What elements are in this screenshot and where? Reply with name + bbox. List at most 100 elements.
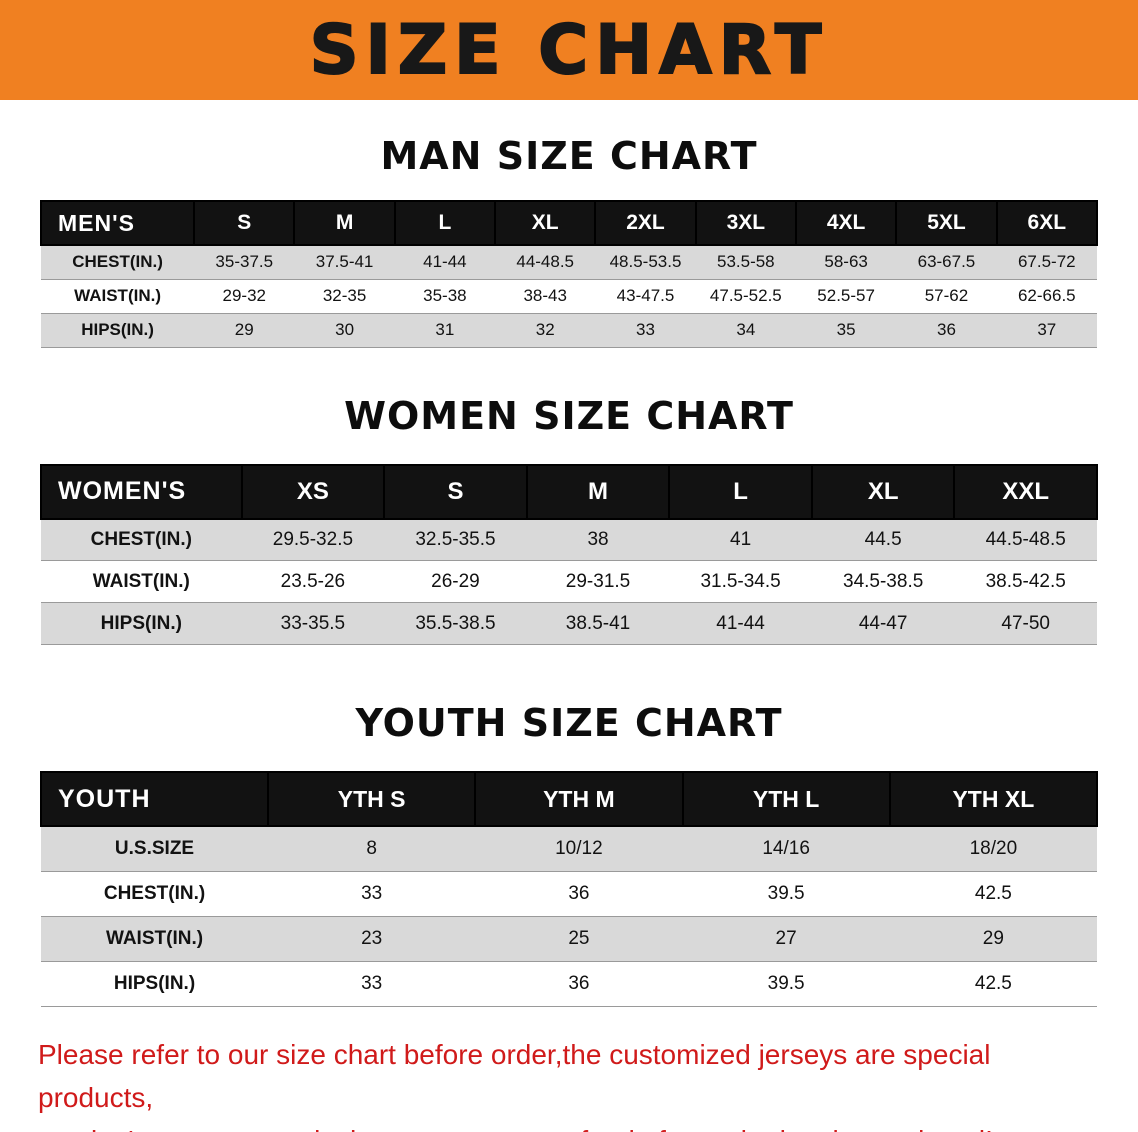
size-value-cell: 44.5-48.5 — [954, 518, 1097, 561]
table-row: WAIST(IN.) 23 25 27 29 — [41, 915, 1097, 962]
size-value-cell: 67.5-72 — [996, 244, 1097, 280]
size-value-cell: 29 — [889, 915, 1097, 962]
size-value-cell: 42.5 — [889, 960, 1097, 1007]
size-column-header: S — [383, 463, 528, 520]
table-row: CHEST(IN.) 29.5-32.5 32.5-35.5 38 41 44.5 44.5… — [41, 518, 1097, 561]
table-corner-label: WOMEN'S — [40, 463, 243, 520]
disclaimer: Please refer to our size chart before or… — [38, 1033, 1108, 1132]
size-value-cell: 32 — [495, 312, 596, 348]
size-value-cell: 29-32 — [194, 278, 295, 314]
row-label: CHEST(IN.) — [41, 518, 242, 561]
size-value-cell: 18/20 — [889, 825, 1097, 872]
size-value-cell: 31 — [394, 312, 496, 348]
size-column-header: M — [525, 463, 671, 520]
size-column-header: YTH S — [267, 771, 477, 827]
size-value-cell: 57-62 — [896, 278, 997, 314]
size-value-cell: 52.5-57 — [795, 278, 897, 314]
size-value-cell: 10/12 — [475, 825, 683, 872]
row-label: HIPS(IN.) — [41, 312, 195, 348]
row-label: WAIST(IN.) — [41, 560, 242, 603]
size-value-cell: 26-29 — [384, 560, 527, 603]
page-title: SIZE CHART — [309, 10, 829, 91]
row-label: HIPS(IN.) — [41, 602, 242, 645]
size-chart-section: MAN SIZE CHART MEN'S S M L XL 2XL 3XL 4XL 5XL 6XL C… — [0, 134, 1138, 348]
size-value-cell: 35 — [795, 312, 897, 348]
size-value-cell: 30 — [294, 312, 395, 348]
table-header-row: WOMEN'S XS S M L XL XXL — [40, 463, 1098, 520]
size-value-cell: 39.5 — [682, 870, 890, 917]
size-column-header: 4XL — [794, 200, 898, 246]
size-value-cell: 23 — [268, 915, 476, 962]
size-value-cell: 29.5-32.5 — [241, 518, 385, 561]
size-value-cell: 53.5-58 — [695, 244, 796, 280]
size-value-cell: 34 — [695, 312, 796, 348]
size-value-cell: 25 — [475, 915, 683, 962]
table-row: HIPS(IN.) 33-35.5 35.5-38.5 38.5-41 41-44 44-… — [41, 602, 1097, 645]
size-value-cell: 33 — [595, 312, 696, 348]
table-row: CHEST(IN.) 35-37.5 37.5-41 41-44 44-48.5 48.5… — [41, 244, 1097, 280]
size-value-cell: 8 — [268, 825, 476, 872]
size-table: WOMEN'S XS S M L XL XXL CHEST(IN.) 29.5-32.5 32.5… — [40, 463, 1098, 645]
sections-container: MAN SIZE CHART MEN'S S M L XL 2XL 3XL 4XL 5XL 6XL C… — [0, 134, 1138, 1007]
table-row: WAIST(IN.) 29-32 32-35 35-38 38-43 43-47.5 47.… — [41, 278, 1097, 314]
size-value-cell: 44-47 — [811, 602, 955, 645]
size-value-cell: 37.5-41 — [294, 244, 395, 280]
size-value-cell: 38-43 — [495, 278, 596, 314]
size-column-header: XL — [494, 200, 597, 246]
size-value-cell: 33 — [268, 960, 476, 1007]
size-value-cell: 36 — [475, 960, 683, 1007]
size-value-cell: 63-67.5 — [896, 244, 997, 280]
size-value-cell: 33 — [268, 870, 476, 917]
size-column-header: XS — [240, 463, 386, 520]
size-table: YOUTH YTH S YTH M YTH L YTH XL U.S.SIZE 8 10/12… — [39, 771, 1099, 1007]
section-title: WOMEN SIZE CHART — [344, 393, 794, 438]
size-value-cell: 33-35.5 — [241, 602, 385, 645]
table-header-row: YOUTH YTH S YTH M YTH L YTH XL — [39, 771, 1099, 827]
disclaimer-line-2: we don't accept cancel, change, teturn o… — [38, 1119, 1108, 1132]
row-label: WAIST(IN.) — [41, 278, 195, 314]
size-value-cell: 41-44 — [394, 244, 496, 280]
size-value-cell: 38.5-42.5 — [954, 560, 1097, 603]
size-chart-section: YOUTH SIZE CHART YOUTH YTH S YTH M YTH L YTH … — [0, 701, 1138, 1007]
size-column-header: 6XL — [995, 200, 1099, 246]
size-value-cell: 35.5-38.5 — [384, 602, 527, 645]
size-value-cell: 43-47.5 — [595, 278, 696, 314]
table-corner-label: YOUTH — [39, 771, 270, 827]
row-label: U.S.SIZE — [41, 825, 269, 872]
size-table: MEN'S S M L XL 2XL 3XL 4XL 5XL 6XL CHEST(IN.) 35-37… — [39, 200, 1099, 348]
size-value-cell: 14/16 — [682, 825, 890, 872]
size-value-cell: 35-37.5 — [194, 244, 295, 280]
size-column-header: YTH L — [681, 771, 891, 827]
size-value-cell: 36 — [475, 870, 683, 917]
size-column-header: S — [193, 200, 296, 246]
size-column-header: M — [293, 200, 396, 246]
size-value-cell: 41 — [669, 518, 812, 561]
section-title: MAN SIZE CHART — [380, 134, 758, 178]
size-column-header: 3XL — [694, 200, 797, 246]
size-column-header: 2XL — [594, 200, 697, 246]
table-corner-label: MEN'S — [39, 200, 196, 246]
table-row: U.S.SIZE 8 10/12 14/16 18/20 — [41, 825, 1097, 872]
size-value-cell: 38 — [526, 518, 670, 561]
size-column-header: XL — [810, 463, 956, 520]
row-label: HIPS(IN.) — [41, 960, 269, 1007]
disclaimer-line-1: Please refer to our size chart before or… — [38, 1038, 991, 1113]
size-value-cell: 32-35 — [294, 278, 395, 314]
table-row: HIPS(IN.) 33 36 39.5 42.5 — [41, 960, 1097, 1007]
table-row: HIPS(IN.) 29 30 31 32 33 34 35 36 37 — [41, 312, 1097, 348]
row-label: CHEST(IN.) — [41, 244, 195, 280]
size-value-cell: 48.5-53.5 — [595, 244, 696, 280]
row-label: WAIST(IN.) — [41, 915, 269, 962]
size-value-cell: 41-44 — [669, 602, 812, 645]
size-column-header: YTH XL — [888, 771, 1099, 827]
size-value-cell: 29 — [194, 312, 295, 348]
size-value-cell: 38.5-41 — [526, 602, 670, 645]
size-value-cell: 32.5-35.5 — [384, 518, 527, 561]
size-column-header: L — [668, 463, 813, 520]
row-label: CHEST(IN.) — [41, 870, 269, 917]
size-value-cell: 42.5 — [889, 870, 1097, 917]
size-value-cell: 29-31.5 — [526, 560, 670, 603]
size-value-cell: 34.5-38.5 — [811, 560, 955, 603]
size-value-cell: 23.5-26 — [241, 560, 385, 603]
table-row: CHEST(IN.) 33 36 39.5 42.5 — [41, 870, 1097, 917]
